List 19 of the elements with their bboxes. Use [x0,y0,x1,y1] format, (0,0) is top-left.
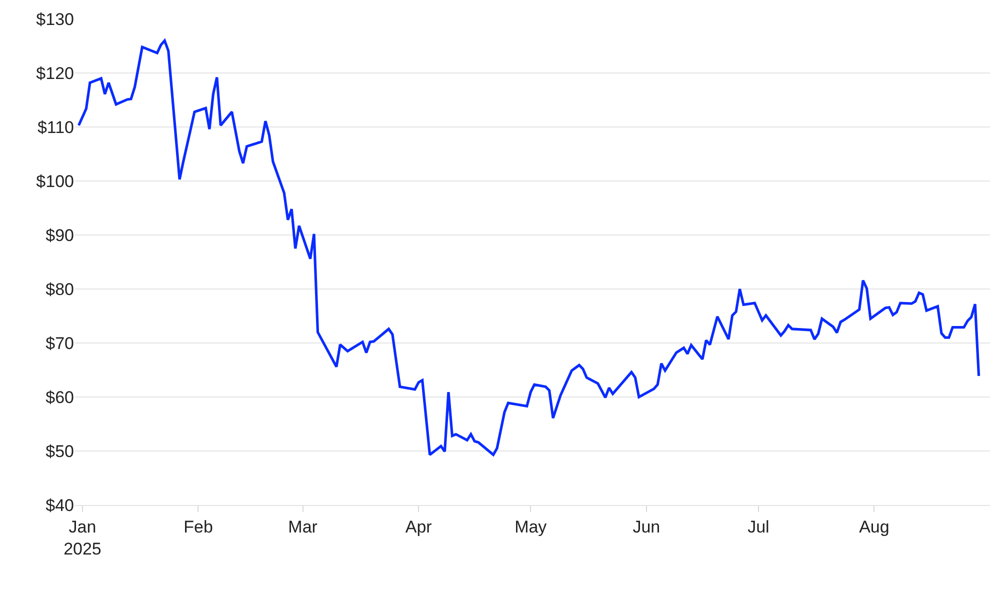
y-tick-label: $80 [46,280,74,299]
y-tick-label: $50 [46,442,74,461]
y-tick-label: $60 [46,388,74,407]
x-tick-label: Jul [748,517,770,536]
y-tick-label: $70 [46,334,74,353]
x-tick-label: May [514,517,548,536]
y-tick-label: $130 [36,10,74,29]
y-tick-label: $110 [37,118,74,137]
x-tick-label: Jun [632,517,660,536]
x-tick-label: Mar [288,517,318,536]
y-tick-label: $90 [46,226,74,245]
x-tick-label: Feb [184,517,213,536]
y-tick-label: $120 [36,64,74,83]
y-tick-label: $40 [46,496,74,515]
x-tick-label: Jan 2025 [64,517,102,558]
y-tick-label: $100 [36,172,74,191]
x-tick-label: Aug [859,517,890,536]
line-series [77,39,980,456]
x-tick-label: Apr [405,517,432,536]
